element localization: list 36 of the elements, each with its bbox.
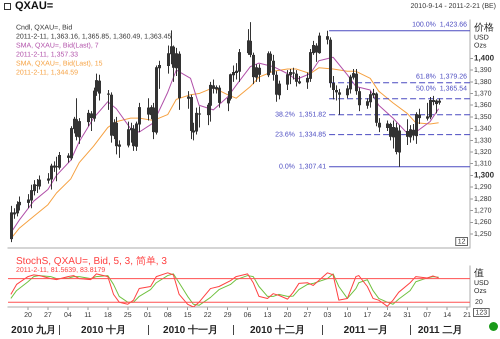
candlestick — [209, 81, 212, 122]
candlestick — [415, 112, 418, 144]
candlestick — [75, 98, 78, 141]
candlestick — [38, 174, 41, 190]
chart-title: QXAU= — [15, 0, 54, 13]
candlestick — [87, 109, 90, 127]
candlestick — [406, 118, 409, 146]
candlestick — [115, 116, 118, 155]
text: 2011 一月 — [344, 324, 388, 336]
candlestick — [55, 156, 58, 182]
candlestick — [10, 205, 13, 243]
candlestick — [50, 163, 53, 190]
candlestick — [30, 184, 33, 209]
y-tick-label: 1,400 — [474, 54, 495, 63]
candlestick — [218, 84, 221, 108]
candlestick — [429, 96, 432, 120]
candlestick — [435, 98, 438, 114]
candlestick — [16, 200, 19, 217]
candlestick — [238, 48, 241, 82]
text: 2010 九月 — [11, 324, 56, 336]
candlestick — [258, 64, 261, 82]
text: 2010 十一月 — [163, 324, 218, 336]
candlestick — [132, 124, 135, 152]
text: 2010 十月 — [81, 324, 126, 336]
candlestick — [147, 98, 150, 121]
candlestick — [98, 74, 101, 102]
text: 2011 二月 — [418, 324, 462, 336]
candlestick — [295, 70, 298, 88]
candlestick — [267, 50, 270, 78]
candlestick — [155, 64, 158, 135]
candlestick — [369, 90, 372, 108]
y-tick-label: 1,300 — [474, 170, 495, 180]
text: 2010 十二月 — [250, 324, 306, 336]
candlestick — [286, 70, 289, 91]
candlestick — [398, 124, 401, 168]
candlestick — [127, 121, 130, 148]
